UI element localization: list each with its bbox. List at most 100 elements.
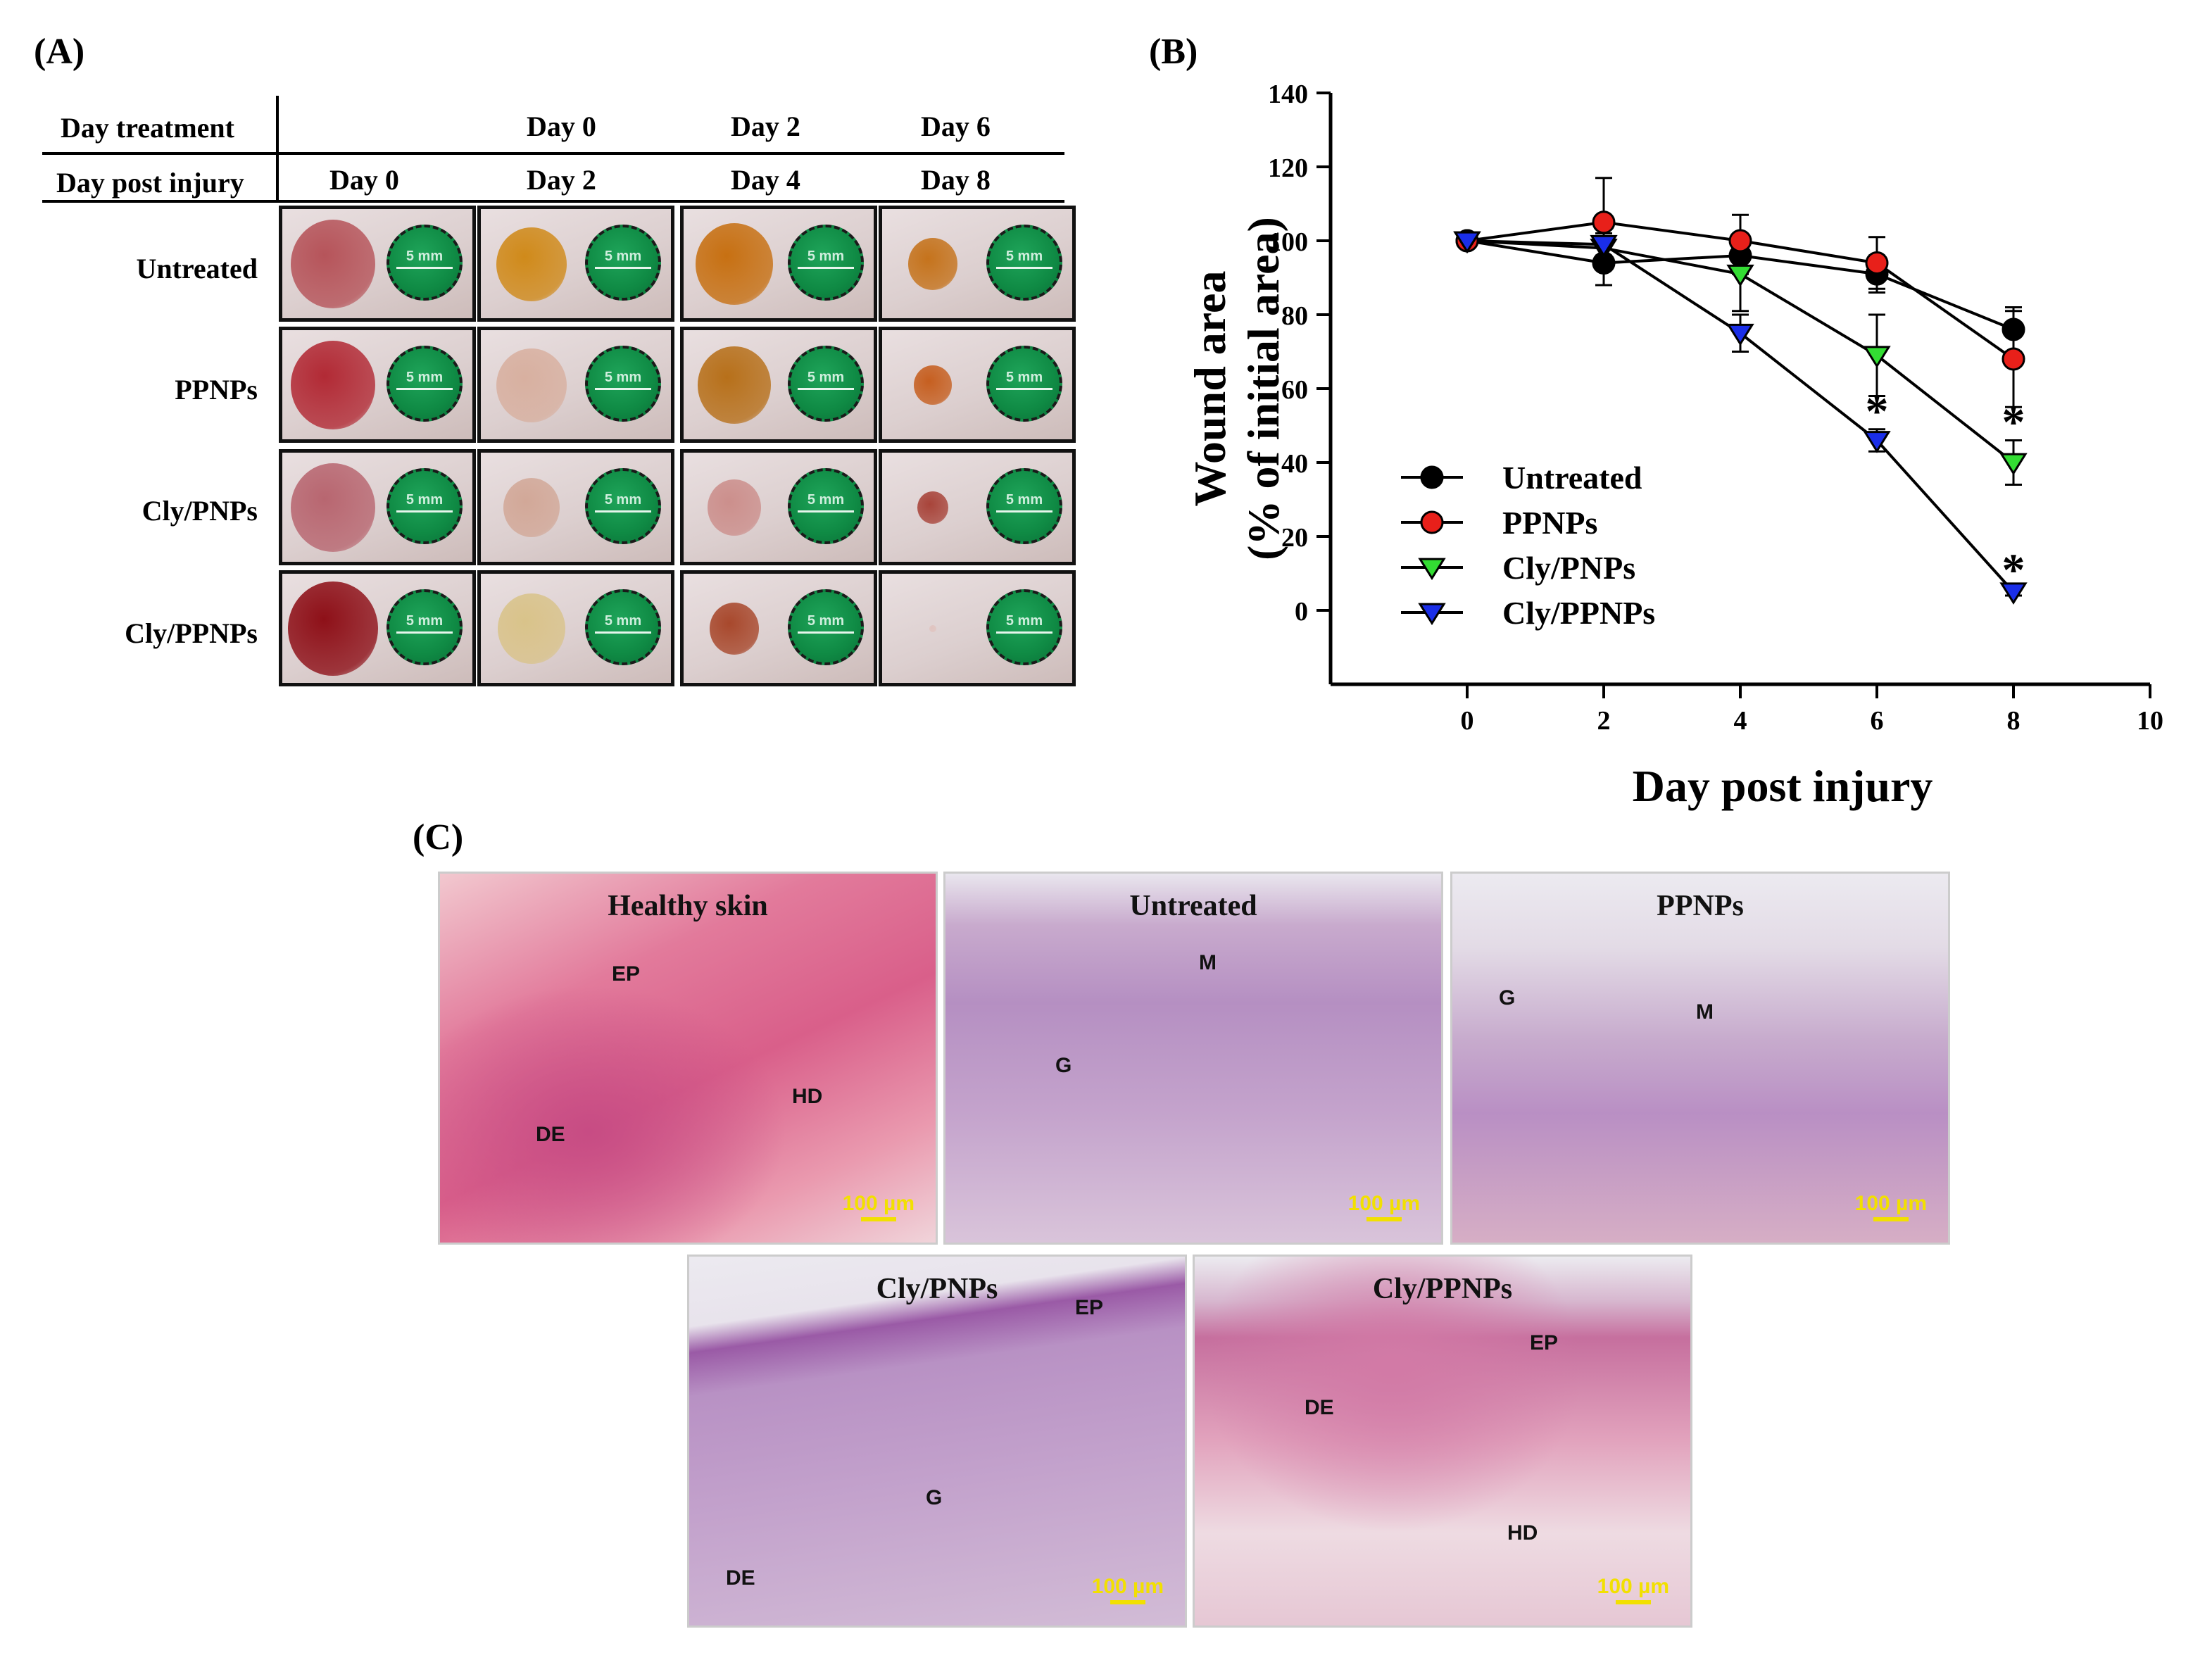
scale-bar: 100 µm xyxy=(1855,1192,1927,1221)
legend-label-untreated: Untreated xyxy=(1502,460,1642,496)
ruler-sticker: 5 mm xyxy=(387,346,463,422)
ruler-label: 5 mm xyxy=(604,492,642,508)
treatment-day-col4: Day 6 xyxy=(921,111,991,142)
y-tick-label: 0 xyxy=(1295,597,1308,627)
data-point-untreated xyxy=(2002,317,2025,341)
treatment-day-col2: Day 0 xyxy=(527,111,596,142)
data-point-cly-ppnps xyxy=(1999,582,2028,605)
ruler-label: 5 mm xyxy=(604,370,642,385)
ruler-sticker: 5 mm xyxy=(387,468,463,544)
wound-area xyxy=(288,581,378,677)
y-axis-label-line2: (% of initial area) xyxy=(1238,217,1288,560)
ruler-sticker: 5 mm xyxy=(986,468,1062,544)
row-label-ppnps: PPNPs xyxy=(175,374,258,405)
y-tick-label: 100 xyxy=(1268,227,1308,257)
tag-g: G xyxy=(1055,1054,1072,1077)
tag-hd: HD xyxy=(792,1085,823,1108)
data-point-cly-ppnps xyxy=(1863,431,1891,453)
row-label-cly-ppnps: Cly/PPNPs xyxy=(125,617,258,649)
wound-area xyxy=(503,478,560,537)
y-tick-label: 20 xyxy=(1281,523,1308,553)
wound-photo-cly-pnps-col4: 5 mm xyxy=(879,449,1076,565)
y-tick-label: 140 xyxy=(1268,80,1308,109)
x-axis-label: Day post injury xyxy=(1633,761,1933,811)
wound-area xyxy=(291,341,375,429)
ruler-sticker: 5 mm xyxy=(986,225,1062,301)
tag-hd: HD xyxy=(1507,1521,1538,1545)
ruler-label: 5 mm xyxy=(604,613,642,629)
ruler-label: 5 mm xyxy=(1005,370,1043,385)
legend-label-ppnps: PPNPs xyxy=(1502,505,1597,541)
tag-m: M xyxy=(1696,1000,1714,1024)
wound-photo-ppnps-col1: 5 mm xyxy=(279,327,476,443)
data-point-cly-ppnps xyxy=(1453,231,1481,254)
ruler-label: 5 mm xyxy=(406,492,444,508)
histology-ppnps: PPNPs G M 100 µm xyxy=(1450,872,1950,1245)
row-label-cly-pnps: Cly/PNPs xyxy=(142,495,258,527)
histology-untreated: Untreated M G 100 µm xyxy=(943,872,1443,1245)
histology-healthy-skin: Healthy skin EP HD DE 100 µm xyxy=(438,872,938,1245)
tag-m: M xyxy=(1199,951,1217,974)
histology-title-cly-ppnps: Cly/PPNPs xyxy=(1372,1273,1513,1305)
tag-de: DE xyxy=(1305,1396,1334,1419)
scale-bar: 100 µm xyxy=(1597,1575,1669,1604)
post-injury-day-col2: Day 2 xyxy=(527,164,596,196)
wound-photo-untreated-col2: 5 mm xyxy=(477,206,674,322)
x-tick-label: 10 xyxy=(2137,706,2163,736)
wound-photo-ppnps-col4: 5 mm xyxy=(879,327,1076,443)
wound-area xyxy=(291,463,375,552)
y-tick-label: 120 xyxy=(1268,153,1308,183)
wound-photo-cly-pnps-col1: 5 mm xyxy=(279,449,476,565)
header-day-post-injury: Day post injury xyxy=(56,167,244,199)
header-divider-bottom xyxy=(42,200,1064,203)
panel-b-chart: (B) 0 20 40 60 80 100 120 140 0 2 4 6 8 10 Day post in… xyxy=(1119,0,2212,831)
wound-area xyxy=(496,227,567,301)
histology-title-untreated: Untreated xyxy=(1129,890,1257,922)
histology-title-cly-pnps: Cly/PNPs xyxy=(876,1273,998,1305)
histology-title-healthy-skin: Healthy skin xyxy=(608,890,768,922)
x-tick-label: 0 xyxy=(1461,706,1474,736)
histology-cly-ppnps: Cly/PPNPs EP DE HD 100 µm xyxy=(1193,1255,1692,1628)
wound-photo-untreated-col4: 5 mm xyxy=(879,206,1076,322)
data-point-cly-ppnps xyxy=(1590,234,1618,258)
data-point-ppnps xyxy=(1865,251,1889,275)
ruler-sticker: 5 mm xyxy=(585,468,661,544)
panel-c-label: (C) xyxy=(413,817,464,857)
histology-cly-pnps: Cly/PNPs EP G DE 100 µm xyxy=(687,1255,1187,1628)
wound-photo-untreated-col3: 5 mm xyxy=(680,206,877,322)
ruler-label: 5 mm xyxy=(1005,492,1043,508)
panel-a-label: (A) xyxy=(34,32,85,72)
wound-area-line-chart: 0 20 40 60 80 100 120 140 0 2 4 6 8 10 Day post injury… xyxy=(1185,80,2163,811)
ruler-sticker: 5 mm xyxy=(387,589,463,665)
x-tick-label: 2 xyxy=(1597,706,1611,736)
ruler-sticker: 5 mm xyxy=(788,346,864,422)
ruler-label: 5 mm xyxy=(807,613,845,629)
data-point-ppnps xyxy=(1592,210,1616,234)
data-point-ppnps xyxy=(2002,347,2025,371)
tag-ep: EP xyxy=(1075,1296,1104,1319)
ruler-label: 5 mm xyxy=(807,370,845,385)
legend-marker-untreated xyxy=(1420,465,1444,489)
ruler-label: 5 mm xyxy=(807,249,845,264)
wound-area xyxy=(291,220,375,308)
wound-area xyxy=(498,593,565,665)
tag-ep: EP xyxy=(612,962,641,986)
legend-marker-ppnps xyxy=(1420,510,1444,534)
tag-g: G xyxy=(1499,986,1516,1010)
ruler-sticker: 5 mm xyxy=(585,589,661,665)
wound-photo-untreated-col1: 5 mm xyxy=(279,206,476,322)
data-point-cly-ppnps xyxy=(1726,323,1754,346)
wound-photo-ppnps-col2: 5 mm xyxy=(477,327,674,443)
wound-area xyxy=(696,223,773,305)
wound-area xyxy=(710,603,759,655)
ruler-sticker: 5 mm xyxy=(585,225,661,301)
ruler-sticker: 5 mm xyxy=(788,225,864,301)
scale-bar: 100 µm xyxy=(1092,1575,1164,1604)
wound-photo-ppnps-col3: 5 mm xyxy=(680,327,877,443)
x-tick-label: 6 xyxy=(1871,706,1884,736)
panel-a-wound-photos: (A) Day treatment Day post injury Day 0 … xyxy=(0,0,1098,704)
data-point-ppnps xyxy=(1728,229,1752,253)
row-label-untreated: Untreated xyxy=(136,253,258,284)
wound-photo-cly-pnps-col2: 5 mm xyxy=(477,449,674,565)
wound-area xyxy=(496,348,567,422)
